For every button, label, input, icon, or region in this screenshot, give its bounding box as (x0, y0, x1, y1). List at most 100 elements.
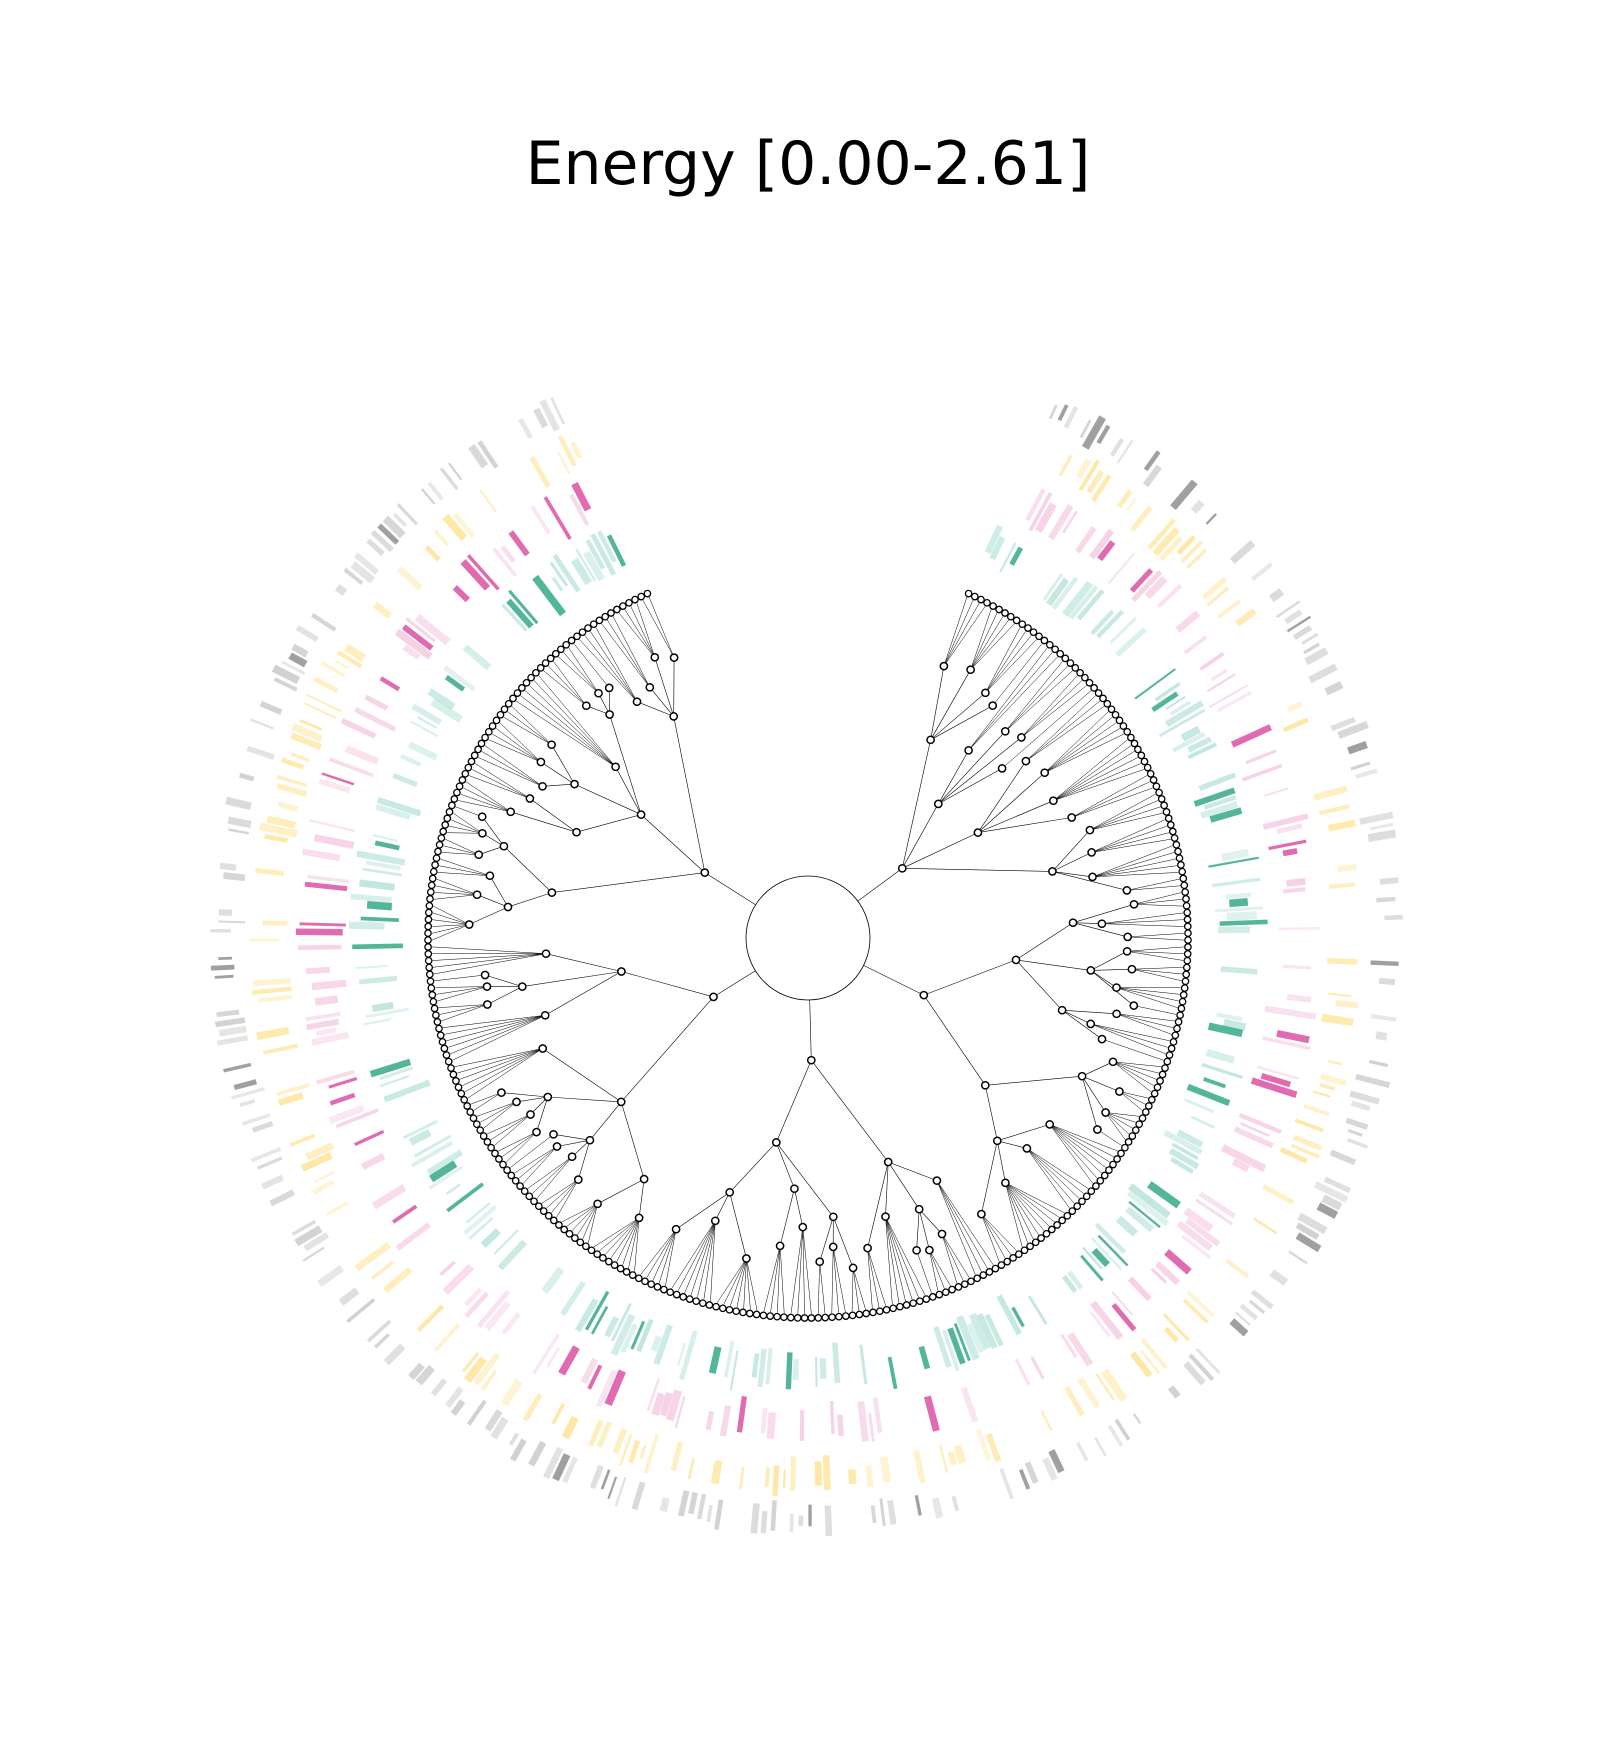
tree-edge (536, 1156, 573, 1199)
tree-edge (649, 687, 674, 717)
tree-edge (985, 635, 1032, 693)
ring-mark (1347, 741, 1368, 755)
ring-mark (628, 1440, 641, 1464)
leaf-node (441, 821, 450, 829)
ring-mark (1327, 1059, 1342, 1066)
leaf-node (619, 602, 627, 610)
leaf-node (463, 1102, 472, 1110)
tree-edge (490, 1114, 531, 1141)
ring-mark (1067, 1331, 1094, 1367)
internal-node (605, 710, 614, 719)
tree-edge (941, 1233, 970, 1278)
ring-mark (1313, 1181, 1349, 1203)
internal-node (1085, 825, 1095, 835)
tree-edge (621, 971, 714, 998)
ring-mark (1221, 848, 1249, 862)
tree-edge (852, 1267, 860, 1311)
tree-edge (1052, 871, 1093, 878)
ring-mark (315, 1027, 337, 1037)
ring-mark (532, 574, 566, 617)
ring-mark (739, 1466, 745, 1490)
ring-mark (984, 1313, 1004, 1347)
ring-mark (1116, 489, 1133, 509)
ring-mark (453, 512, 476, 539)
tree-edge (981, 1213, 1006, 1259)
ring-mark (379, 1075, 410, 1088)
leaf-node (1181, 977, 1190, 986)
tree-edge (916, 1209, 920, 1251)
ring-mark (464, 1356, 487, 1383)
tree-edge (1112, 1061, 1157, 1080)
internal-node (549, 1129, 558, 1139)
ring-mark (484, 1409, 503, 1432)
ring-mark (1384, 914, 1403, 921)
ring-mark (311, 612, 337, 632)
ring-mark (405, 617, 436, 643)
ring-mark (1284, 609, 1303, 625)
tree-edge (436, 986, 488, 995)
tree-edge (723, 1258, 747, 1305)
ring-mark (1183, 1361, 1206, 1386)
leaf-node (481, 733, 489, 742)
leaf-node (595, 616, 604, 625)
ring-mark (376, 797, 422, 817)
tree-edge (902, 868, 1053, 872)
leaf-node (1071, 664, 1080, 672)
leaf-node (889, 1304, 898, 1313)
ring-mark (612, 1428, 628, 1455)
ring-mark (216, 1035, 249, 1046)
tree-edge (941, 1233, 958, 1284)
ring-mark (836, 1414, 844, 1437)
ring-mark (1359, 811, 1394, 825)
internal-node (1129, 1001, 1139, 1010)
ring-mark (480, 1228, 501, 1248)
ring-mark (227, 816, 252, 829)
ring-mark (1176, 1220, 1213, 1251)
tree-edge (452, 1015, 546, 1061)
tree-edge (797, 1227, 804, 1314)
ring-mark (397, 566, 423, 591)
ring-mark (460, 559, 491, 591)
ring-mark (1201, 576, 1228, 600)
tree-edge (938, 768, 1003, 805)
ring-mark (1245, 749, 1277, 765)
ring-mark (303, 1232, 330, 1252)
leaf-node (1170, 834, 1179, 842)
tree-edge (802, 1227, 805, 1315)
ring-mark (1190, 1115, 1216, 1129)
tree-edge (770, 1245, 781, 1313)
tree-edge (551, 744, 575, 785)
ring-mark (334, 659, 350, 670)
leaf-node (573, 632, 581, 641)
ring-mark (814, 1356, 818, 1388)
ring-mark (1355, 768, 1378, 779)
leaf-node (1012, 616, 1021, 625)
tree-edge (553, 661, 587, 706)
ring-mark (383, 1079, 431, 1103)
tree-edge (1025, 700, 1101, 762)
internal-node (914, 1204, 924, 1214)
tree-edge (1061, 1009, 1103, 1040)
leaf-node (1184, 943, 1192, 951)
tree-edge (779, 1188, 795, 1246)
leaf-node (705, 1301, 714, 1309)
tree-edge (885, 1216, 926, 1296)
ring-mark (262, 1043, 299, 1055)
ring-mark (1150, 1267, 1168, 1284)
tree-edge (1044, 711, 1109, 773)
leaf-node (546, 654, 555, 663)
leaf-node (793, 1314, 802, 1322)
ring-mark (506, 598, 534, 629)
tree-edge (703, 1220, 716, 1300)
tree-edge (468, 775, 530, 799)
ring-mark (445, 1386, 464, 1408)
leaf-node (666, 1288, 675, 1297)
tree-edge (1026, 1148, 1080, 1199)
tree-edge (968, 647, 1048, 751)
internal-node (1086, 966, 1096, 975)
ring-mark (311, 1179, 335, 1195)
ring-mark (1286, 615, 1312, 633)
leaf-node (1087, 1187, 1096, 1196)
tree-edge (1105, 1112, 1126, 1140)
ring-mark (233, 1079, 257, 1091)
